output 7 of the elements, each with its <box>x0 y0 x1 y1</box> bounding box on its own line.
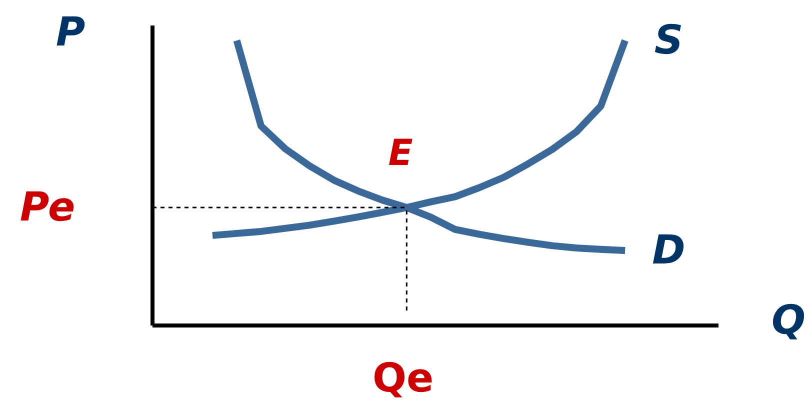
series-label: D <box>652 228 686 274</box>
series-label: S <box>654 18 684 64</box>
text: Qe <box>372 356 434 402</box>
annotation: E <box>388 132 414 174</box>
x-axis-title: Q <box>772 298 806 344</box>
y-axis-title: P <box>56 10 86 56</box>
ref-line-label: Pe <box>20 184 76 231</box>
